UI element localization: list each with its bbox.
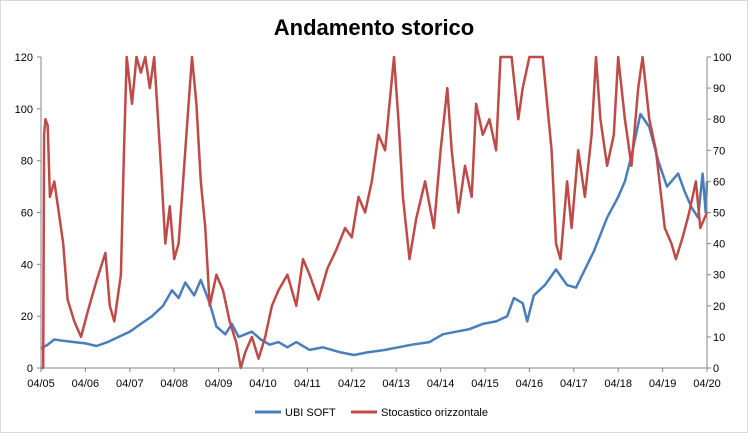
y-left-tick-label: 20 xyxy=(21,311,33,323)
x-tick-label: 04/06 xyxy=(72,378,100,390)
x-tick-label: 04/12 xyxy=(338,378,366,390)
x-tick-label: 04/16 xyxy=(516,378,544,390)
y-left-tick-label: 100 xyxy=(15,104,33,116)
x-tick-label: 04/10 xyxy=(249,378,277,390)
x-tick-label: 04/05 xyxy=(27,378,55,390)
y-left-tick-label: 0 xyxy=(27,363,33,375)
x-tick-label: 04/13 xyxy=(382,378,410,390)
x-tick-label: 04/18 xyxy=(604,378,632,390)
x-tick-label: 04/07 xyxy=(116,378,144,390)
y-left-tick-label: 40 xyxy=(21,259,33,271)
x-tick-label: 04/09 xyxy=(205,378,233,390)
axes: 0 20 40 60 80 100 120 0 10 20 30 40 50 60 70 80 90 100 04/… xyxy=(15,52,732,390)
legend-label-stocastico-orizzontale: Stocastico orizzontale xyxy=(381,407,488,419)
y-left-tick-label: 60 xyxy=(21,208,33,220)
x-tick-label: 04/19 xyxy=(649,378,677,390)
y-right-tick-label: 20 xyxy=(713,301,725,313)
x-tick-label: 04/15 xyxy=(471,378,499,390)
legend-label-ubi-soft: UBI SOFT xyxy=(285,407,336,419)
y-right-tick-label: 50 xyxy=(713,208,725,220)
y-right-tick-label: 10 xyxy=(713,332,725,344)
series-line-ubi-soft xyxy=(40,112,709,357)
y-right-tick-label: 100 xyxy=(713,52,731,64)
y-right-tick-label: 80 xyxy=(713,114,725,126)
y-left-tick-label: 80 xyxy=(21,156,33,168)
x-tick-label: 04/17 xyxy=(560,378,588,390)
legend: UBI SOFT Stocastico orizzontale xyxy=(255,407,488,419)
y-right-tick-label: 40 xyxy=(713,239,725,251)
y-right-tick-label: 70 xyxy=(713,145,725,157)
x-tick-label: 04/08 xyxy=(160,378,188,390)
x-tick-label: 04/11 xyxy=(294,378,321,390)
series-line-stocastico-orizzontale xyxy=(41,55,709,370)
y-right-tick-label: 0 xyxy=(713,363,719,375)
y-left-tick-label: 120 xyxy=(15,52,33,64)
y-right-tick-label: 90 xyxy=(713,83,725,95)
x-tick-label: 04/14 xyxy=(427,378,455,390)
chart-title: Andamento storico xyxy=(274,15,474,40)
y-right-tick-label: 30 xyxy=(713,270,725,282)
y-right-tick-label: 60 xyxy=(713,176,725,188)
x-tick-label: 04/20 xyxy=(693,378,721,390)
plot-area xyxy=(40,55,709,370)
